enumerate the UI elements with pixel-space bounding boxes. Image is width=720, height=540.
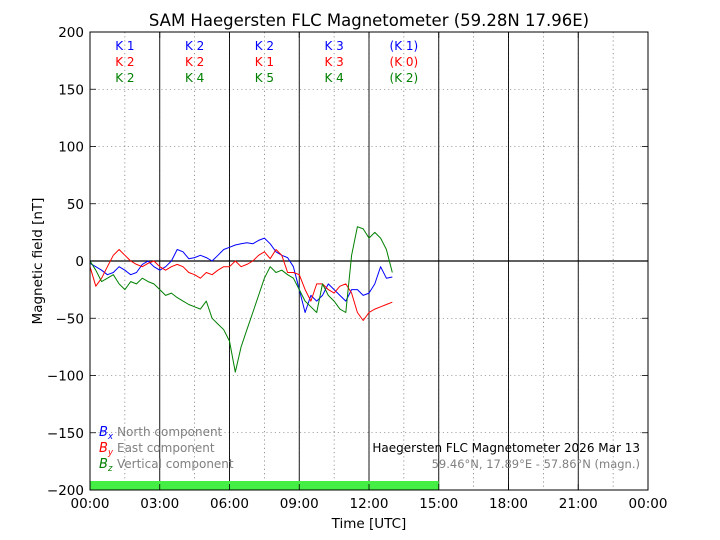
- series-line-z: [89, 226, 393, 373]
- x-tick-label: 00:00: [629, 496, 668, 512]
- y-tick-label: −50: [56, 311, 85, 327]
- y-tick-label: 0: [75, 254, 84, 270]
- plot-area: K 1 K 2 K 2 K 2 K 2 K 4 K 2 K 1 K 5 K 3 K 3 K 4 (K 1…: [89, 31, 649, 491]
- k-index-label: (K 1): [390, 39, 419, 53]
- legend-symbol: B: [99, 457, 108, 472]
- x-tick-label: 00:00: [71, 496, 110, 512]
- k-index-label: (K 2): [390, 71, 419, 85]
- x-tick-label: 12:00: [350, 496, 389, 512]
- info-subtitle: 59.46°N, 17.89°E - 57.86°N (magn.): [432, 457, 640, 471]
- k-index-label: K 4: [324, 71, 343, 85]
- chart-title: SAM Haegersten FLC Magnetometer (59.28N …: [149, 11, 589, 30]
- k-index-label: K 2: [255, 39, 274, 53]
- x-tick-label: 03:00: [140, 496, 179, 512]
- x-tick-label: 06:00: [210, 496, 249, 512]
- x-axis-label: Time [UTC]: [331, 516, 407, 532]
- k-index-label: K 1: [115, 39, 134, 53]
- y-tick-label: −100: [47, 369, 84, 385]
- legend-label: East component: [117, 441, 215, 455]
- series-line-x: [89, 237, 393, 313]
- legend-label: Vertical component: [117, 457, 234, 471]
- data-availability-bar: [90, 481, 439, 490]
- info-title: Haegersten FLC Magnetometer 2026 Mar 13: [372, 441, 640, 455]
- k-index-labels: K 1 K 2 K 2 K 2 K 2 K 4 K 2 K 1 K 5 K 3 K 3 K 4 (K 1…: [115, 39, 418, 85]
- k-index-label: K 3: [324, 39, 343, 53]
- legend-subscript: y: [107, 448, 114, 458]
- legend-subscript: z: [107, 464, 113, 474]
- k-index-label: K 2: [185, 39, 204, 53]
- x-tick-label: 09:00: [280, 496, 319, 512]
- k-index-label: K 2: [115, 71, 134, 85]
- y-tick-label: 100: [58, 140, 84, 156]
- legend-symbol: B: [99, 441, 108, 456]
- legend-symbol: B: [99, 425, 108, 440]
- y-tick-label: 200: [58, 25, 84, 41]
- k-index-label: K 1: [255, 55, 274, 69]
- x-tick-label: 21:00: [559, 496, 598, 512]
- k-index-label: K 3: [324, 55, 343, 69]
- k-index-label: K 2: [115, 55, 134, 69]
- y-axis-label: Magnetic field [nT]: [30, 198, 46, 325]
- legend-subscript: x: [107, 432, 114, 442]
- k-index-label: K 2: [185, 55, 204, 69]
- y-tick-label: −150: [47, 426, 84, 442]
- legend-label: North component: [117, 425, 223, 439]
- k-index-label: K 4: [185, 71, 204, 85]
- k-index-label: (K 0): [390, 55, 419, 69]
- k-index-label: K 5: [255, 71, 274, 85]
- x-tick-label: 18:00: [489, 496, 528, 512]
- series-line-y: [89, 249, 393, 321]
- series-lines: [89, 226, 393, 373]
- y-tick-label: 150: [58, 82, 84, 98]
- x-tick-label: 15:00: [419, 496, 458, 512]
- x-axis-ticks: 00:00 03:00 06:00 09:00 12:00 15:00 18:00 21:00…: [71, 32, 668, 512]
- y-tick-label: 50: [67, 197, 84, 213]
- y-tick-label: −200: [47, 483, 84, 499]
- y-axis-ticks: 200 150 100 50 0 −50 −100 −150 −200: [47, 25, 648, 499]
